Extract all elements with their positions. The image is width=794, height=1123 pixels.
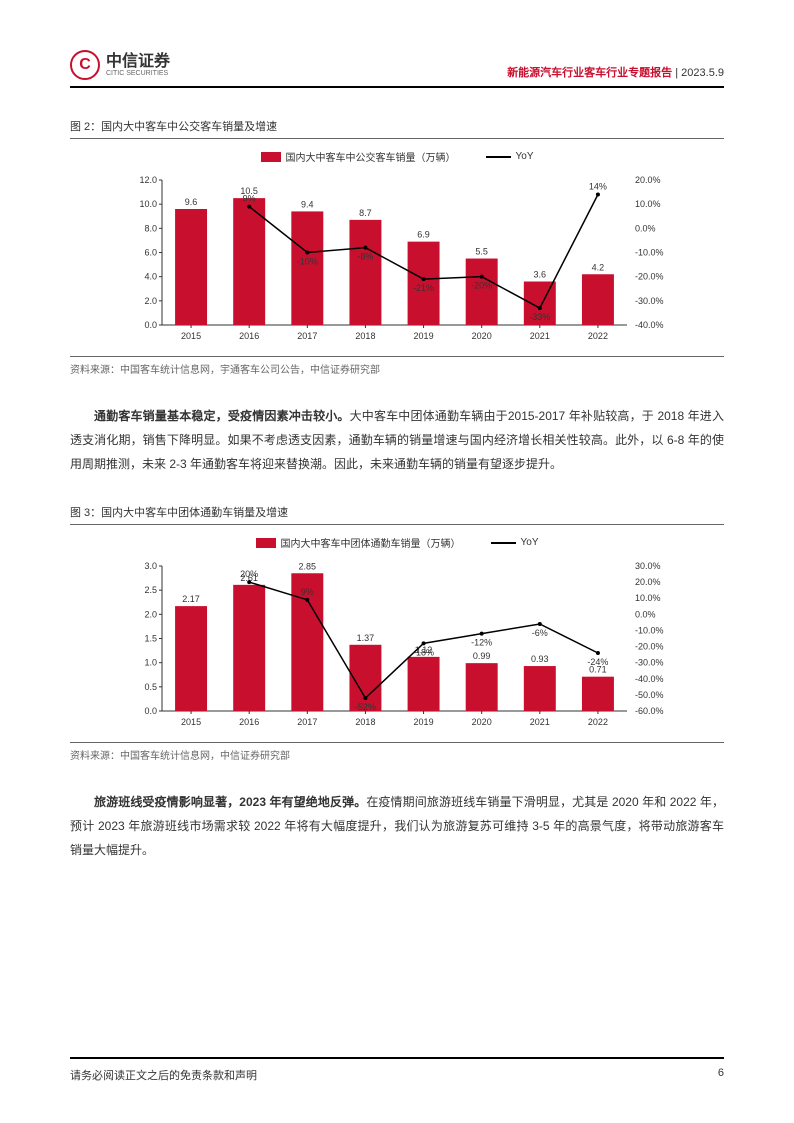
- page-header: C 中信证券 CITIC SECURITIES 新能源汽车行业客车行业专题报告 …: [70, 50, 724, 88]
- svg-text:2016: 2016: [239, 331, 259, 341]
- svg-text:10.0: 10.0: [139, 199, 157, 209]
- svg-text:2018: 2018: [355, 331, 375, 341]
- fig2-source: 资料来源：中国客车统计信息网，宇通客车公司公告，中信证券研究部: [70, 356, 724, 376]
- svg-text:-18%: -18%: [413, 647, 434, 657]
- svg-text:-20.0%: -20.0%: [635, 642, 664, 652]
- svg-text:30.0%: 30.0%: [635, 561, 661, 571]
- fig3-title: 图 3：国内大中客车中团体通勤车销量及增速: [70, 504, 724, 525]
- svg-text:2017: 2017: [297, 331, 317, 341]
- svg-text:2015: 2015: [181, 717, 201, 727]
- svg-text:6.0: 6.0: [144, 248, 157, 258]
- svg-text:1.37: 1.37: [357, 633, 375, 643]
- svg-text:8.0: 8.0: [144, 223, 157, 233]
- svg-text:-60.0%: -60.0%: [635, 706, 664, 716]
- legend-bar-icon: [256, 538, 276, 548]
- logo-subtext: CITIC SECURITIES: [106, 70, 170, 77]
- svg-text:2.17: 2.17: [182, 594, 200, 604]
- svg-text:2022: 2022: [588, 331, 608, 341]
- logo-icon: C: [70, 50, 100, 80]
- svg-text:0.93: 0.93: [531, 654, 549, 664]
- fig2-chart: 0.0 2.0 4.0 6.0 8.0 10.0 12.0 -40.0% -30.0% -20.0…: [117, 170, 677, 350]
- svg-text:3.0: 3.0: [144, 561, 157, 571]
- svg-text:0.5: 0.5: [144, 682, 157, 692]
- svg-text:2.5: 2.5: [144, 585, 157, 595]
- svg-text:12.0: 12.0: [139, 175, 157, 185]
- legend-line-icon: [486, 156, 511, 158]
- svg-text:-20.0%: -20.0%: [635, 272, 664, 282]
- page-number: 6: [718, 1067, 724, 1083]
- svg-text:0.99: 0.99: [473, 651, 491, 661]
- svg-text:-20%: -20%: [471, 281, 492, 291]
- svg-text:9%: 9%: [243, 194, 256, 204]
- svg-text:4.0: 4.0: [144, 272, 157, 282]
- legend-bar-icon: [261, 152, 281, 162]
- svg-text:2020: 2020: [472, 717, 492, 727]
- svg-text:2022: 2022: [588, 717, 608, 727]
- paragraph-1: 通勤客车销量基本稳定，受疫情因素冲击较小。大中客车中团体通勤车辆由于2015-2…: [70, 404, 724, 476]
- svg-text:14%: 14%: [589, 182, 607, 192]
- fig2-title: 图 2：国内大中客车中公交客车销量及增速: [70, 118, 724, 139]
- fig2-legend: 国内大中客车中公交客车销量（万辆） YoY: [70, 149, 724, 164]
- header-title: 新能源汽车行业客车行业专题报告 | 2023.5.9: [507, 64, 724, 80]
- svg-text:2019: 2019: [414, 717, 434, 727]
- svg-text:2.0: 2.0: [144, 296, 157, 306]
- svg-text:-52%: -52%: [355, 702, 376, 712]
- svg-text:1.0: 1.0: [144, 658, 157, 668]
- svg-text:6.9: 6.9: [417, 230, 430, 240]
- legend-line-icon: [491, 542, 516, 544]
- svg-text:-10.0%: -10.0%: [635, 625, 664, 635]
- svg-text:-10.0%: -10.0%: [635, 248, 664, 258]
- svg-text:20.0%: 20.0%: [635, 577, 661, 587]
- svg-text:-40.0%: -40.0%: [635, 674, 664, 684]
- svg-text:2015: 2015: [181, 331, 201, 341]
- svg-text:2019: 2019: [414, 331, 434, 341]
- svg-text:9.6: 9.6: [185, 197, 198, 207]
- logo-text: 中信证券: [106, 54, 170, 70]
- svg-text:-30.0%: -30.0%: [635, 658, 664, 668]
- fig3-legend: 国内大中客车中团体通勤车销量（万辆） YoY: [70, 535, 724, 550]
- svg-text:0.0: 0.0: [144, 706, 157, 716]
- svg-text:0.0: 0.0: [144, 320, 157, 330]
- svg-text:2020: 2020: [472, 331, 492, 341]
- svg-text:2.85: 2.85: [299, 561, 317, 571]
- svg-text:5.5: 5.5: [475, 247, 488, 257]
- svg-text:2018: 2018: [355, 717, 375, 727]
- svg-text:8.7: 8.7: [359, 208, 372, 218]
- svg-text:9%: 9%: [301, 587, 314, 597]
- svg-text:-8%: -8%: [357, 252, 373, 262]
- svg-text:-40.0%: -40.0%: [635, 320, 664, 330]
- fig3-chart: 0.0 0.5 1.0 1.5 2.0 2.5 3.0 -60.0% -50.0% -40.0% -…: [117, 556, 677, 736]
- fig3-source: 资料来源：中国客车统计信息网，中信证券研究部: [70, 742, 724, 762]
- svg-text:4.2: 4.2: [592, 262, 605, 272]
- svg-text:-50.0%: -50.0%: [635, 690, 664, 700]
- svg-text:9.4: 9.4: [301, 199, 314, 209]
- svg-text:2021: 2021: [530, 331, 550, 341]
- svg-text:0.0%: 0.0%: [635, 223, 656, 233]
- svg-text:20.0%: 20.0%: [635, 175, 661, 185]
- svg-text:-12%: -12%: [471, 638, 492, 648]
- svg-text:-21%: -21%: [413, 283, 434, 293]
- svg-text:0.0%: 0.0%: [635, 609, 656, 619]
- footer: 请务必阅读正文之后的免责条款和声明 6: [70, 1057, 724, 1083]
- svg-text:2.0: 2.0: [144, 609, 157, 619]
- svg-text:3.6: 3.6: [534, 270, 547, 280]
- svg-text:1.5: 1.5: [144, 634, 157, 644]
- svg-text:10.0%: 10.0%: [635, 593, 661, 603]
- paragraph-2: 旅游班线受疫情影响显著，2023 年有望绝地反弹。在疫情期间旅游班线车销量下滑明…: [70, 790, 724, 862]
- svg-text:-33%: -33%: [529, 312, 550, 322]
- svg-text:2021: 2021: [530, 717, 550, 727]
- svg-text:10.0%: 10.0%: [635, 199, 661, 209]
- svg-text:-30.0%: -30.0%: [635, 296, 664, 306]
- svg-text:2016: 2016: [239, 717, 259, 727]
- svg-text:2017: 2017: [297, 717, 317, 727]
- svg-text:-24%: -24%: [587, 657, 608, 667]
- footer-disclaimer: 请务必阅读正文之后的免责条款和声明: [70, 1067, 257, 1083]
- svg-text:20%: 20%: [240, 569, 258, 579]
- svg-text:-10%: -10%: [297, 257, 318, 267]
- logo: C 中信证券 CITIC SECURITIES: [70, 50, 170, 80]
- svg-text:-6%: -6%: [532, 628, 548, 638]
